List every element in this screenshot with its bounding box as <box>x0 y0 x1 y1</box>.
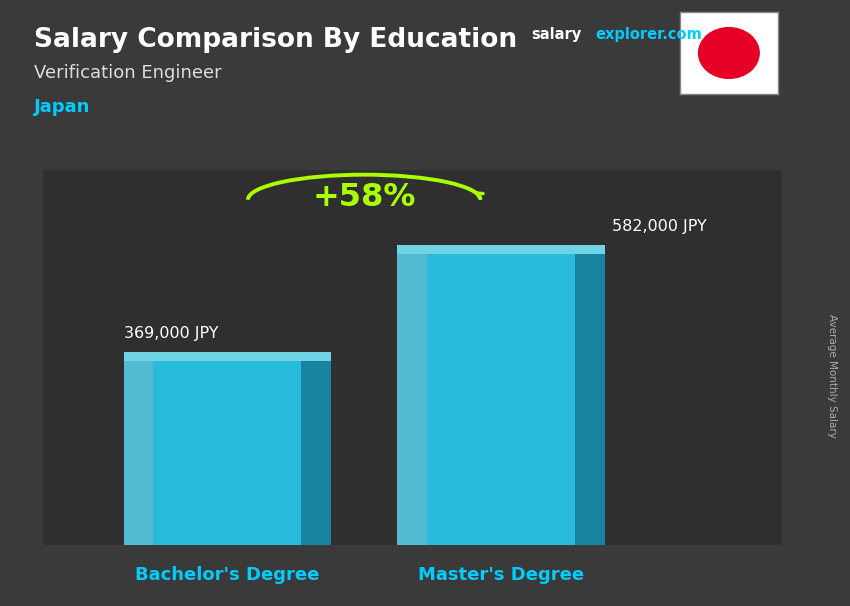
Circle shape <box>699 28 759 78</box>
Text: salary: salary <box>531 27 581 42</box>
Text: Verification Engineer: Verification Engineer <box>34 64 222 82</box>
Text: 582,000 JPY: 582,000 JPY <box>612 219 706 234</box>
Polygon shape <box>153 361 301 545</box>
Polygon shape <box>575 254 604 545</box>
Polygon shape <box>301 361 331 545</box>
Polygon shape <box>427 254 575 545</box>
Polygon shape <box>124 351 331 361</box>
Text: Salary Comparison By Education: Salary Comparison By Education <box>34 27 517 53</box>
Text: Average Monthly Salary: Average Monthly Salary <box>827 314 837 438</box>
Text: 369,000 JPY: 369,000 JPY <box>124 325 218 341</box>
Text: explorer.com: explorer.com <box>595 27 702 42</box>
Text: +58%: +58% <box>313 182 416 213</box>
Polygon shape <box>398 254 427 545</box>
Polygon shape <box>124 361 153 545</box>
Polygon shape <box>398 245 604 254</box>
Text: Japan: Japan <box>34 98 90 116</box>
